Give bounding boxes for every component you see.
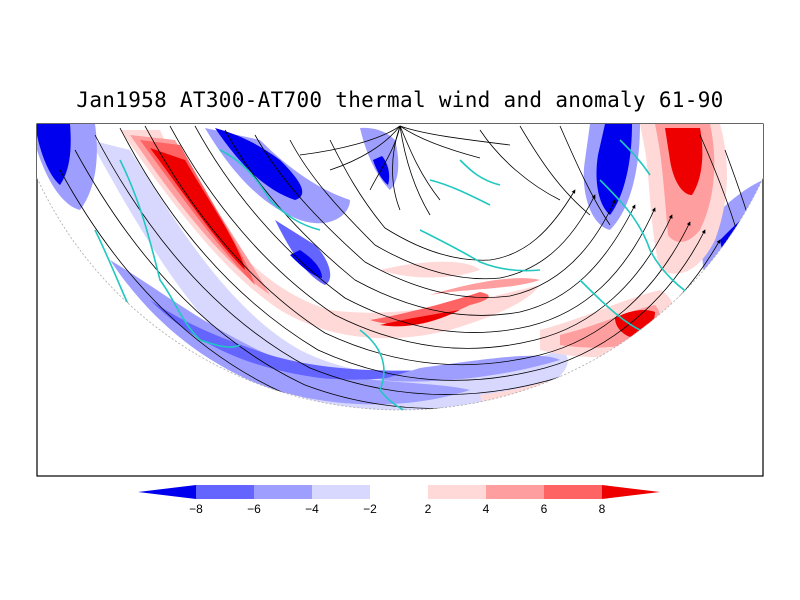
map-title: Jan1958 AT300-AT700 thermal wind and ano…: [76, 88, 724, 112]
colorbar-label: 8: [599, 502, 606, 516]
colorbar-label: −2: [363, 502, 377, 516]
colorbar-label: 2: [425, 502, 432, 516]
colorbar-max-triangle: [602, 485, 660, 499]
colorbar-box: [196, 485, 254, 499]
colorbar-box: [254, 485, 312, 499]
colorbar-label: −4: [305, 502, 319, 516]
colorbar: −8 −6 −4 −2 2 4 6 8: [138, 485, 660, 516]
colorbar-box: [486, 485, 544, 499]
colorbar-min-triangle: [138, 485, 196, 499]
colorbar-label: 4: [483, 502, 490, 516]
colorbar-box: [312, 485, 370, 499]
colorbar-box: [370, 485, 428, 499]
colorbar-box: [544, 485, 602, 499]
colorbar-label: 6: [541, 502, 548, 516]
colorbar-box: [428, 485, 486, 499]
hemisphere-boundary: [36, 177, 764, 411]
colorbar-label: −8: [189, 502, 203, 516]
colorbar-label: −6: [247, 502, 261, 516]
